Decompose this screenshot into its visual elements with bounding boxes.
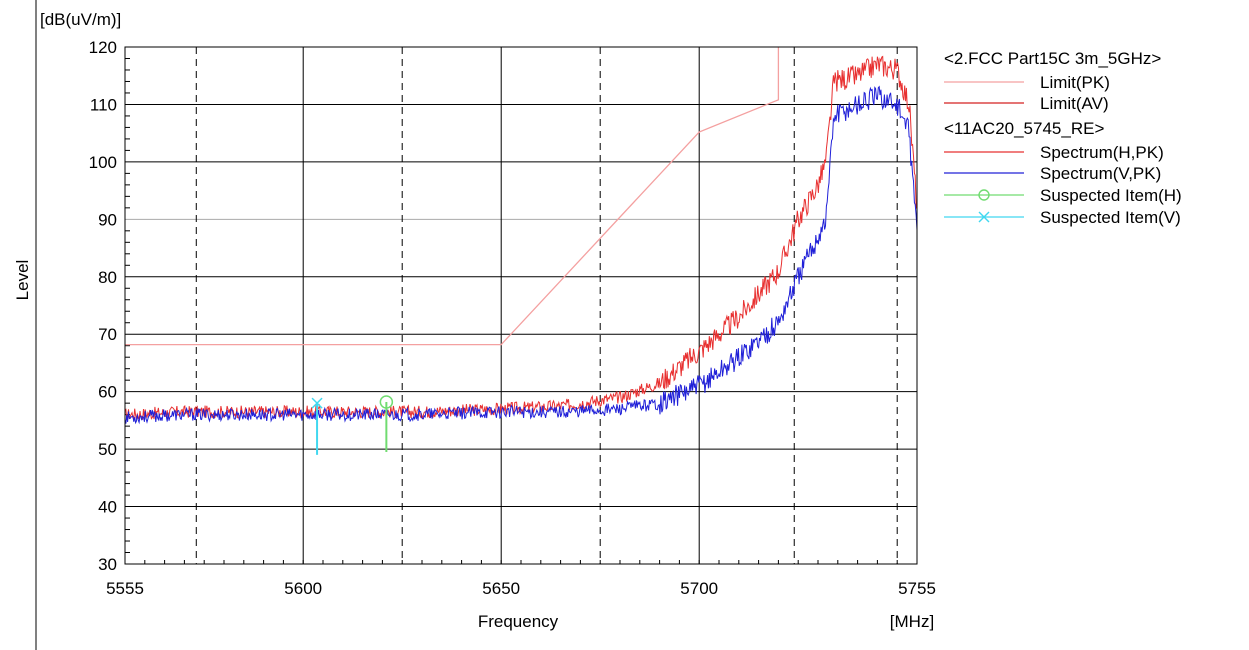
x-tick-label: 5555 xyxy=(106,579,144,598)
y-unit-label: [dB(uV/m)] xyxy=(40,10,121,29)
legend-label: Suspected Item(V) xyxy=(1040,208,1181,227)
y-tick-label: 80 xyxy=(98,268,117,287)
legend-label: Spectrum(V,PK) xyxy=(1040,164,1161,183)
y-axis-title: Level xyxy=(13,260,32,301)
x-tick-label: 5700 xyxy=(680,579,718,598)
y-tick-label: 40 xyxy=(98,498,117,517)
legend-entry: Limit(AV) xyxy=(944,94,1109,113)
x-unit-label: [MHz] xyxy=(890,612,934,631)
series-suspected-item-h-marker xyxy=(379,395,394,409)
legend-entry: Limit(PK) xyxy=(944,73,1110,92)
y-tick-label: 30 xyxy=(98,555,117,574)
y-tick-label: 70 xyxy=(98,325,117,344)
legend-entry: Spectrum(V,PK) xyxy=(944,164,1161,183)
y-tick-label: 50 xyxy=(98,440,117,459)
x-tick-label: 5600 xyxy=(284,579,322,598)
y-tick-label: 60 xyxy=(98,383,117,402)
legend-cross-marker xyxy=(978,211,990,223)
x-tick-label: 5755 xyxy=(898,579,936,598)
series xyxy=(124,47,918,455)
x-axis-title: Frequency xyxy=(478,612,559,631)
series-suspected-item-v-marker xyxy=(311,397,323,409)
grid xyxy=(125,47,917,564)
series-limit-pk-line xyxy=(125,47,780,346)
legend-circle-marker xyxy=(978,189,990,201)
legend-group-title-spectra: <11AC20_5745_RE> xyxy=(944,119,1104,138)
legend: <2.FCC Part15C 3m_5GHz> <11AC20_5745_RE>… xyxy=(944,49,1182,227)
y-tick-label: 110 xyxy=(90,95,117,114)
y-tick-label: 120 xyxy=(89,38,117,57)
series-spectrum-h-pk-line xyxy=(124,55,918,421)
legend-entries: Limit(PK) Limit(AV) Spectrum(H,PK) Spectrum… xyxy=(944,73,1182,227)
y-tick-label: 100 xyxy=(89,153,117,172)
legend-entry: Suspected Item(V) xyxy=(944,208,1181,227)
legend-label: Suspected Item(H) xyxy=(1040,186,1182,205)
legend-entry: Spectrum(H,PK) xyxy=(944,143,1164,162)
plot-frame xyxy=(124,46,918,565)
legend-entry: Suspected Item(H) xyxy=(944,186,1182,205)
legend-label: Limit(AV) xyxy=(1040,94,1109,113)
series-spectrum-v-pk-line xyxy=(124,85,918,425)
x-tick-label: 5650 xyxy=(482,579,520,598)
legend-label: Spectrum(H,PK) xyxy=(1040,143,1164,162)
cross-stroke xyxy=(311,397,323,409)
y-tick-label: 90 xyxy=(98,210,117,229)
legend-group-title-limits: <2.FCC Part15C 3m_5GHz> xyxy=(944,49,1161,68)
tick-labels: 30 40 50 60 70 80 90 100 110 120 5555 5600 5650 5700 5… xyxy=(89,38,936,598)
legend-label: Limit(PK) xyxy=(1040,73,1110,92)
